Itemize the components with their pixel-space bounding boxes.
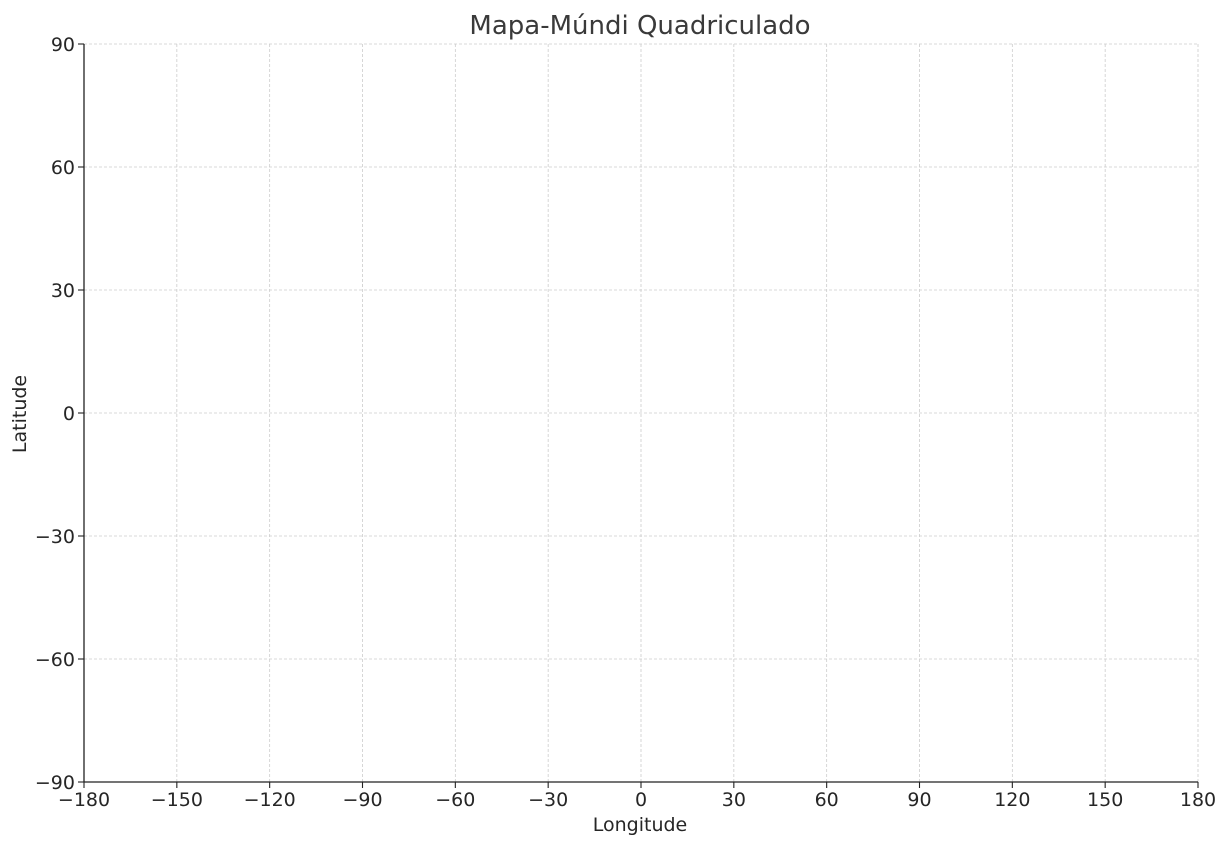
y-axis-title: Latitude — [9, 375, 31, 453]
x-tick-label: 180 — [1180, 789, 1216, 811]
x-tick-label: 90 — [907, 789, 931, 811]
y-tick-label: −60 — [35, 649, 75, 671]
x-tick-label: −120 — [244, 789, 296, 811]
y-tick-label: 90 — [51, 34, 75, 56]
y-tick-label: 30 — [51, 280, 75, 302]
x-tick-label: 30 — [722, 789, 746, 811]
x-tick-label: −90 — [342, 789, 382, 811]
y-tick-label: −90 — [35, 772, 75, 794]
x-tick-label: −180 — [58, 789, 110, 811]
grid-lines — [84, 43, 1199, 782]
x-tick-label: 60 — [815, 789, 839, 811]
x-tick-label: −150 — [151, 789, 203, 811]
x-tick-label: 120 — [994, 789, 1030, 811]
x-tick-label: 150 — [1087, 789, 1123, 811]
y-tick-label: 0 — [63, 403, 75, 425]
y-tick-label: 60 — [51, 157, 75, 179]
x-tick-label: −30 — [528, 789, 568, 811]
x-tick-label: 0 — [635, 789, 647, 811]
x-axis-title: Longitude — [593, 814, 688, 836]
chart-title: Mapa-Múndi Quadriculado — [469, 11, 810, 41]
ticks — [78, 43, 1199, 788]
y-tick-label: −30 — [35, 526, 75, 548]
x-tick-label: −60 — [435, 789, 475, 811]
tick-labels: −180 −150 −120 −90 −60 −30 0 30 60 90 120 150 180 −90… — [35, 34, 1216, 811]
